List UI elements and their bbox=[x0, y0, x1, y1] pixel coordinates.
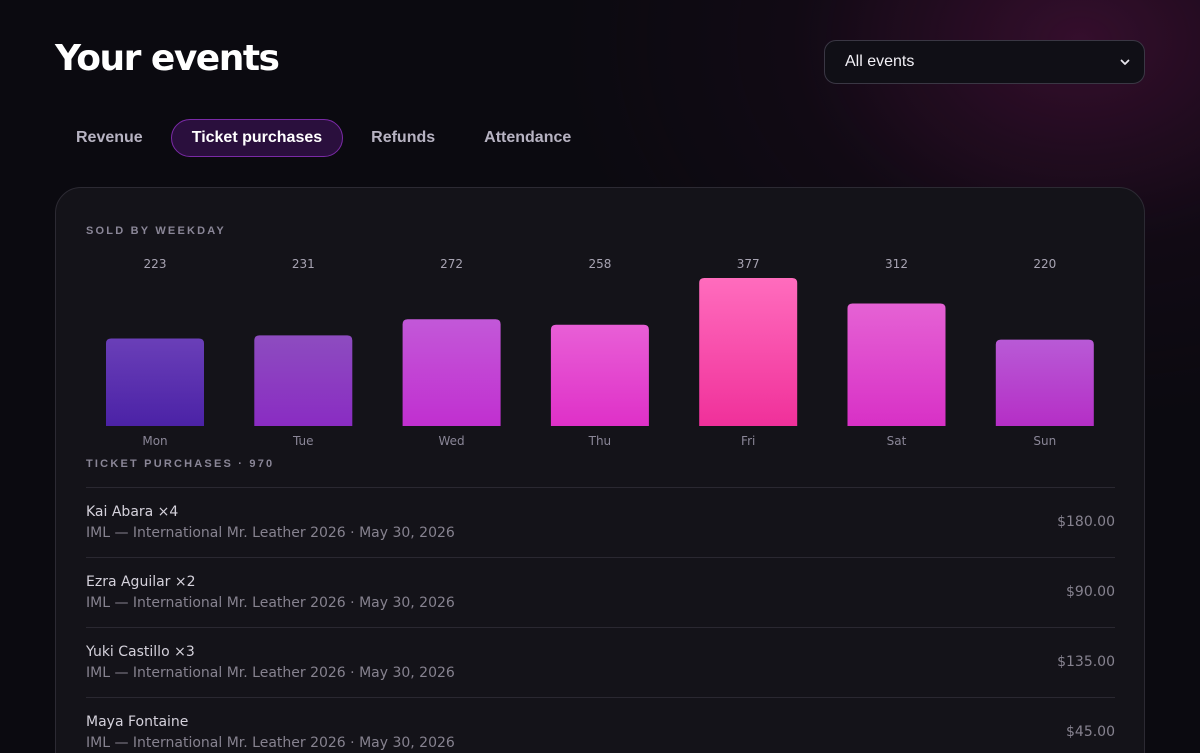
purchase-buyer: Yuki Castillo ×3 bbox=[86, 644, 195, 660]
purchase-event: IML — International Mr. Leather 2026 · M… bbox=[86, 595, 455, 611]
bar-value-label: 312 bbox=[885, 257, 908, 271]
purchase-buyer: Maya Fontaine bbox=[86, 714, 189, 730]
x-tick-label: Wed bbox=[439, 434, 465, 448]
bar-value-label: 231 bbox=[292, 257, 315, 271]
x-tick-label: Thu bbox=[588, 434, 612, 448]
bar-value-label: 272 bbox=[440, 257, 463, 271]
tab-refunds[interactable]: Refunds bbox=[371, 129, 436, 146]
purchase-amount: $45.00 bbox=[1066, 724, 1115, 740]
chart-section-label: SOLD BY WEEKDAY bbox=[86, 225, 226, 237]
purchase-amount: $135.00 bbox=[1057, 654, 1115, 670]
event-filter-select[interactable]: All events bbox=[824, 40, 1145, 84]
chevron-down-icon bbox=[1118, 55, 1132, 69]
events-card: SOLD BY WEEKDAY 223 Mon 231 Tue 272 Wed 258 Thu… bbox=[55, 187, 1145, 753]
bar-fri[interactable] bbox=[699, 278, 798, 426]
purchases-section-label: TICKET PURCHASES · 970 bbox=[86, 458, 275, 470]
list-item[interactable]: Maya Fontaine IML — International Mr. Le… bbox=[86, 697, 1115, 753]
bar-value-label: 377 bbox=[737, 257, 760, 271]
purchase-event: IML — International Mr. Leather 2026 · M… bbox=[86, 735, 455, 751]
bar-mon[interactable] bbox=[106, 338, 204, 426]
x-tick-label: Sat bbox=[887, 434, 907, 448]
x-tick-label: Sun bbox=[1033, 434, 1056, 448]
bar-value-label: 258 bbox=[588, 257, 611, 271]
purchase-buyer: Kai Abara ×4 bbox=[86, 504, 179, 520]
x-tick-label: Fri bbox=[741, 434, 755, 448]
bar-thu[interactable] bbox=[550, 324, 649, 426]
purchase-amount: $180.00 bbox=[1057, 514, 1115, 530]
list-item[interactable]: Yuki Castillo ×3 IML — International Mr.… bbox=[86, 627, 1115, 697]
bar-sat[interactable] bbox=[847, 303, 946, 426]
purchase-event: IML — International Mr. Leather 2026 · M… bbox=[86, 525, 455, 541]
tab-ticket-purchases[interactable]: Ticket purchases bbox=[170, 119, 344, 157]
bar-value-label: 220 bbox=[1033, 257, 1056, 271]
list-item[interactable]: Kai Abara ×4 IML — International Mr. Lea… bbox=[86, 487, 1115, 557]
list-item[interactable]: Ezra Aguilar ×2 IML — International Mr. … bbox=[86, 557, 1115, 627]
bar-value-label: 223 bbox=[144, 257, 167, 271]
x-tick-label: Tue bbox=[292, 434, 314, 448]
tab-revenue[interactable]: Revenue bbox=[76, 129, 143, 146]
purchase-list: Kai Abara ×4 IML — International Mr. Lea… bbox=[86, 487, 1115, 753]
tab-bar: Revenue Ticket purchases Refunds Attenda… bbox=[55, 119, 599, 157]
purchase-amount: $90.00 bbox=[1066, 584, 1115, 600]
weekday-bar-chart: 223 Mon 231 Tue 272 Wed 258 Thu 377 Fri 312 Sat 220 S… bbox=[106, 257, 1094, 448]
bar-wed[interactable] bbox=[402, 319, 501, 426]
tab-attendance[interactable]: Attendance bbox=[484, 129, 572, 146]
event-filter-value: All events bbox=[845, 53, 915, 70]
bar-tue[interactable] bbox=[254, 335, 353, 426]
x-tick-label: Mon bbox=[142, 434, 167, 448]
bar-sun[interactable] bbox=[995, 339, 1094, 426]
purchase-event: IML — International Mr. Leather 2026 · M… bbox=[86, 665, 455, 681]
page-title: Your events bbox=[55, 38, 280, 79]
purchase-buyer: Ezra Aguilar ×2 bbox=[86, 574, 196, 590]
